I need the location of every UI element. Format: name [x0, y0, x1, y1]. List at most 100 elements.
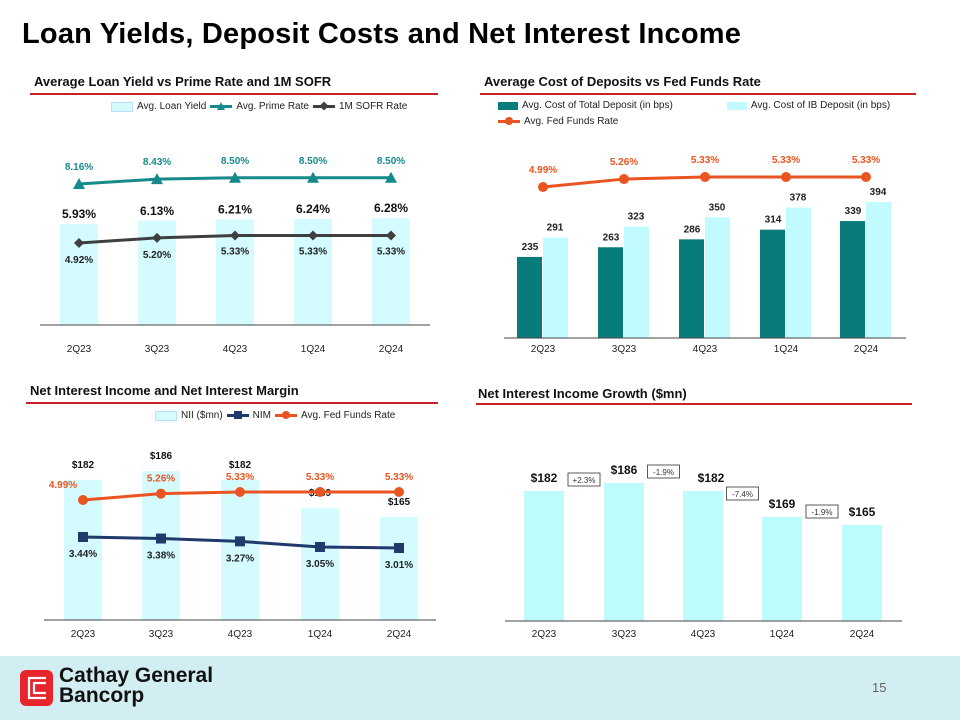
bar-nii — [221, 479, 259, 620]
change-box — [567, 472, 601, 487]
data-label-nii: $186 — [611, 463, 638, 477]
legend-label: Avg. Cost of IB Deposit (in bps) — [750, 100, 891, 111]
footer: Cathay General Bancorp — [0, 656, 960, 720]
cathay-logo-icon — [20, 670, 53, 706]
change-box — [647, 464, 680, 479]
title-underline — [30, 93, 438, 95]
legend-deposit: Avg. Cost of Total Deposit (in bps) Avg.… — [498, 100, 890, 111]
point-marker-diamond — [74, 237, 84, 248]
point-marker-square — [156, 533, 166, 544]
chart-title-nii-growth: Net Interest Income Growth ($mn) — [478, 386, 687, 401]
data-label-loan-yield: 6.21% — [218, 202, 252, 216]
x-tick-label: 4Q23 — [691, 629, 716, 640]
data-label-fed-funds: 5.33% — [226, 472, 254, 483]
change-box — [805, 504, 839, 519]
point-marker-circle — [394, 487, 404, 498]
chart-title-loan-yield: Average Loan Yield vs Prime Rate and 1M … — [34, 74, 332, 89]
legend-swatch-circle-line — [498, 117, 520, 125]
data-label-nii: $165 — [849, 505, 876, 519]
data-label-ib-deposit: 291 — [547, 223, 564, 234]
bar-nii — [301, 508, 339, 620]
change-label: -1.9% — [653, 468, 674, 477]
point-marker-circle — [781, 172, 791, 183]
data-label-fed-funds: 4.99% — [529, 165, 557, 176]
x-tick-label: 1Q24 — [774, 344, 799, 355]
point-marker-square — [315, 541, 325, 552]
x-tick-label: 2Q24 — [850, 629, 875, 640]
legend-swatch-triangle-line — [210, 102, 233, 110]
x-tick-label: 2Q24 — [379, 344, 404, 355]
point-marker-triangle — [385, 171, 397, 183]
data-label-nii: $182 — [72, 460, 95, 471]
data-label-prime: 8.16% — [65, 162, 93, 173]
data-label-nim: 3.05% — [306, 559, 334, 570]
page-number: 15 — [872, 680, 887, 695]
title-underline — [476, 403, 912, 405]
point-marker-circle — [78, 495, 88, 505]
data-label-fed-funds: 5.33% — [772, 155, 800, 166]
legend-deposit-row2: Avg. Fed Funds Rate — [498, 116, 618, 127]
bar-total-deposit-cost — [760, 229, 785, 338]
data-label-fed-funds: 5.33% — [691, 155, 719, 166]
x-tick-label: 2Q24 — [854, 344, 879, 355]
bar-total-deposit-cost — [679, 239, 704, 338]
data-label-sofr: 5.20% — [143, 250, 171, 261]
data-label-nim: 3.27% — [226, 553, 254, 564]
legend-label: NII ($mn) — [181, 410, 223, 421]
legend-label: Avg. Fed Funds Rate — [301, 410, 396, 421]
x-tick-label: 3Q23 — [612, 344, 637, 355]
change-label: -7.4% — [732, 490, 753, 499]
legend-swatch-circle-line — [275, 411, 298, 419]
point-marker-triangle — [307, 171, 319, 183]
x-tick-label: 1Q24 — [301, 344, 326, 355]
point-marker-square — [394, 543, 404, 554]
company-name-line2: Bancorp — [59, 684, 145, 707]
point-marker-square — [235, 536, 245, 547]
data-label-sofr: 5.33% — [221, 247, 249, 258]
bar-ib-deposit-cost — [543, 237, 568, 338]
data-label-ib-deposit: 323 — [628, 212, 645, 223]
data-label-nii: $182 — [698, 471, 725, 485]
point-marker-circle — [861, 172, 871, 183]
data-label-nim: 3.38% — [147, 551, 175, 562]
legend-swatch-diamond-line — [312, 101, 335, 111]
legend-label: Avg. Prime Rate — [236, 101, 309, 112]
x-tick-label: 2Q23 — [531, 344, 556, 355]
point-marker-diamond — [308, 230, 318, 241]
data-label-ib-deposit: 378 — [790, 193, 807, 204]
data-label-fed-funds: 4.99% — [49, 480, 77, 491]
change-label: -1.9% — [812, 508, 833, 517]
legend-label: NIM — [252, 410, 272, 421]
legend-label: Avg. Fed Funds Rate — [524, 116, 619, 127]
point-marker-triangle — [73, 178, 85, 189]
x-tick-label: 4Q23 — [228, 629, 253, 640]
x-tick-label: 3Q23 — [145, 344, 170, 355]
data-label-total-deposit: 235 — [522, 242, 539, 253]
data-label-sofr: 4.92% — [65, 255, 93, 266]
data-label-prime: 8.43% — [143, 157, 171, 168]
x-tick-label: 4Q23 — [223, 344, 248, 355]
legend-swatch-square-line — [226, 411, 249, 419]
x-tick-label: 2Q23 — [67, 344, 92, 355]
bar-ib-deposit-cost — [624, 226, 649, 338]
x-tick-label: 2Q24 — [387, 629, 412, 640]
data-label-fed-funds: 5.26% — [610, 157, 638, 168]
bar-nii — [762, 517, 802, 621]
point-marker-circle — [619, 174, 629, 185]
title-underline — [480, 93, 916, 95]
page-title: Loan Yields, Deposit Costs and Net Inter… — [22, 18, 742, 50]
data-label-nii: $182 — [229, 460, 252, 471]
title-underline — [26, 402, 438, 404]
data-label-prime: 8.50% — [299, 156, 327, 167]
bar-ib-deposit-cost — [866, 202, 891, 338]
data-label-loan-yield: 6.24% — [296, 202, 330, 216]
legend-swatch-bar — [726, 101, 747, 110]
data-label-fed-funds: 5.33% — [385, 472, 413, 483]
data-label-nii: $169 — [769, 497, 796, 511]
data-label-nii: $165 — [388, 497, 411, 508]
data-label-nim: 3.01% — [385, 560, 413, 571]
point-marker-triangle — [229, 171, 241, 183]
bar-total-deposit-cost — [598, 247, 623, 338]
data-label-total-deposit: 314 — [765, 215, 782, 226]
